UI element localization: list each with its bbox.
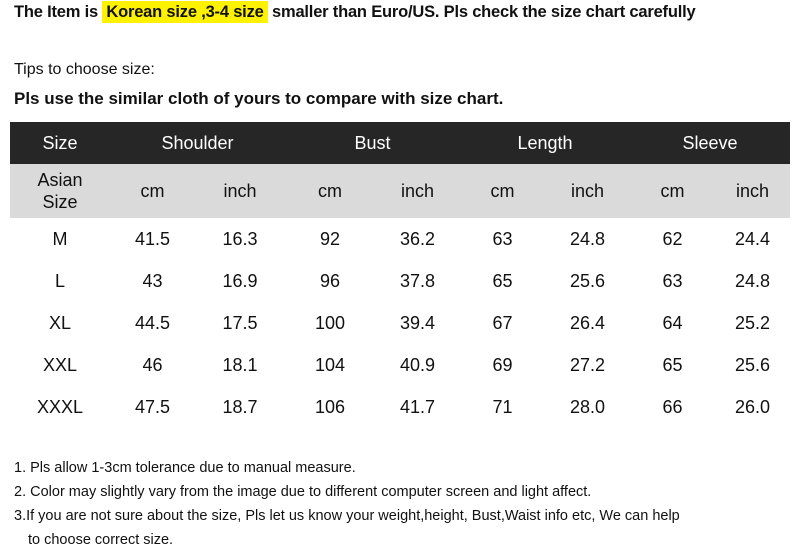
measurement-cell: 66 — [662, 396, 683, 417]
measurement-cell: 26.4 — [569, 312, 606, 333]
measurement-cell: 104 — [314, 354, 346, 375]
table-row: XXXL 47.5 18.7 106 41.7 71 28.0 66 26.0 — [10, 386, 790, 428]
measurement-cell: 62 — [662, 228, 683, 249]
tips-instruction: Pls use the similar cloth of yours to co… — [14, 89, 504, 108]
size-label: M — [52, 228, 68, 249]
size-label: XXXL — [36, 396, 84, 417]
measurement-cell: 44.5 — [134, 312, 171, 333]
measurement-cell: 16.3 — [222, 228, 258, 249]
unit-cell: inch — [735, 180, 770, 201]
measurement-cell: 47.5 — [134, 396, 171, 417]
measurement-cell: 37.8 — [399, 270, 436, 291]
unit-cell: cm — [660, 180, 685, 201]
unit-cell: cm — [490, 180, 515, 201]
unit-cell: cm — [140, 180, 165, 201]
measurement-cell: 39.4 — [399, 312, 436, 333]
size-notice: The Item is Korean size ,3-4 size smalle… — [14, 1, 696, 23]
unit-cell: inch — [570, 180, 605, 201]
measurement-cell: 25.2 — [734, 312, 771, 333]
table-row: XXL 46 18.1 104 40.9 69 27.2 65 25.6 — [10, 344, 790, 386]
measurement-cell: 96 — [319, 270, 341, 291]
measurement-cell: 92 — [319, 228, 341, 249]
table-row: L 43 16.9 96 37.8 65 25.6 63 24.8 — [10, 260, 790, 302]
measurement-cell: 106 — [314, 396, 346, 417]
notes: 1. Pls allow 1-3cm tolerance due to manu… — [14, 456, 680, 552]
header-size: Size — [42, 132, 78, 153]
notice-highlight: Korean size ,3-4 size — [102, 1, 268, 23]
note-2: 2. Color may slightly vary from the imag… — [14, 484, 592, 500]
measurement-cell: 43 — [142, 270, 163, 291]
measurement-cell: 24.8 — [734, 270, 771, 291]
table-row: M 41.5 16.3 92 36.2 63 24.8 62 24.4 — [10, 218, 790, 260]
unit-cell: inch — [223, 180, 257, 201]
unit-row: Asian Size cm inch cm inch cm inch cm inch — [10, 164, 791, 218]
measurement-cell: 67 — [492, 312, 513, 333]
measurement-cell: 36.2 — [399, 228, 436, 249]
measurement-cell: 100 — [314, 312, 346, 333]
header-length: Length — [517, 132, 573, 153]
measurement-cell: 69 — [492, 354, 513, 375]
measurement-cell: 71 — [492, 396, 513, 417]
measurement-cell: 63 — [662, 270, 683, 291]
measurement-cell: 65 — [492, 270, 513, 291]
unit-cell: cm — [318, 180, 342, 201]
measurement-cell: 25.6 — [734, 354, 771, 375]
measurement-cell: 28.0 — [569, 396, 606, 417]
measurement-cell: 63 — [492, 228, 513, 249]
notice-after: smaller than Euro/US. Pls check the size… — [272, 3, 696, 21]
size-label: L — [54, 270, 65, 291]
size-label: XXL — [42, 354, 78, 375]
header-shoulder: Shoulder — [161, 132, 234, 153]
measurement-cell: 18.7 — [222, 396, 258, 417]
measurement-cell: 27.2 — [569, 354, 606, 375]
measurement-cell: 40.9 — [399, 354, 436, 375]
measurement-cell: 24.8 — [569, 228, 606, 249]
unit-asian-size: Asian Size — [37, 170, 83, 212]
measurement-cell: 17.5 — [222, 312, 258, 333]
header-bust: Bust — [354, 132, 391, 153]
measurement-cell: 46 — [142, 354, 163, 375]
measurement-cell: 26.0 — [734, 396, 771, 417]
header-sleeve: Sleeve — [682, 132, 738, 153]
measurement-cell: 18.1 — [222, 354, 258, 375]
size-chart-table: Size Shoulder Bust Length Sleeve Asian S… — [10, 122, 791, 428]
measurement-cell: 41.5 — [134, 228, 171, 249]
header-row: Size Shoulder Bust Length Sleeve — [10, 122, 791, 164]
unit-cell: inch — [400, 180, 435, 201]
measurement-cell: 16.9 — [222, 270, 258, 291]
note-3-cont: to choose correct size. — [28, 532, 174, 548]
measurement-cell: 41.7 — [399, 396, 436, 417]
table-row: XL 44.5 17.5 100 39.4 67 26.4 64 25.2 — [10, 302, 790, 344]
tips-heading: Tips to choose size: — [14, 61, 155, 78]
measurement-cell: 64 — [662, 312, 683, 333]
measurement-cell: 65 — [662, 354, 683, 375]
note-3: 3.If you are not sure about the size, Pl… — [14, 508, 680, 524]
measurement-cell: 25.6 — [569, 270, 606, 291]
measurement-cell: 24.4 — [734, 228, 771, 249]
note-1: 1. Pls allow 1-3cm tolerance due to manu… — [14, 460, 356, 476]
notice-before: The Item is — [14, 3, 98, 21]
size-label: XL — [48, 312, 72, 333]
